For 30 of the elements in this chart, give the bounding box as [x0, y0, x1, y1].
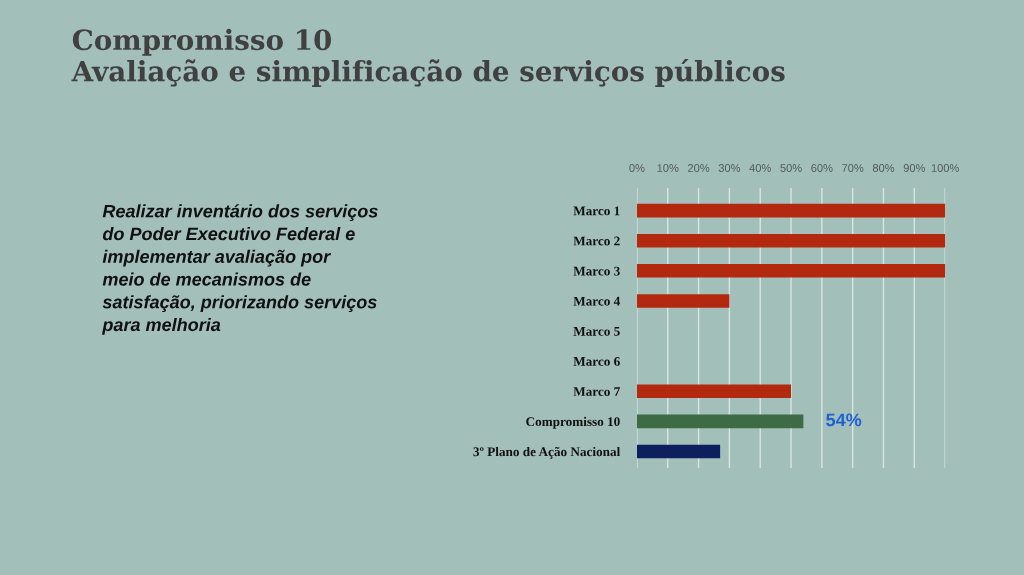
- bar: [636, 444, 721, 459]
- x-tick-label: 20%: [688, 164, 710, 172]
- x-tick-label: 50%: [780, 164, 802, 172]
- x-tick-label: 70%: [842, 164, 864, 172]
- bar: [636, 233, 946, 248]
- chart-title: Compromisso 10 Avaliação e simplificação de serviços públicos: [71, 28, 785, 87]
- bar: [636, 264, 946, 278]
- data-label: 54%: [826, 413, 862, 427]
- x-tick-label: 40%: [749, 164, 771, 172]
- bar: [636, 203, 946, 218]
- y-tick-label: Compromisso 10: [526, 416, 620, 429]
- bar: [636, 414, 804, 429]
- y-tick-label: Marco 7: [573, 387, 620, 396]
- y-tick-label: Marco 3: [573, 266, 620, 276]
- y-tick-label: Marco 1: [573, 206, 620, 216]
- bar: [636, 384, 792, 399]
- x-tick-label: 90%: [903, 164, 926, 172]
- text: Realizar inventário dos serviços do Poder Executivo Federal e implementar avaliação por meio de mecanismos de satisfação, priorizando serviços para melhoria: [102, 204, 378, 335]
- y-tick-label: Marco 4: [573, 296, 621, 306]
- bar: [636, 294, 730, 308]
- y-tick-label: Marco 6: [573, 357, 620, 366]
- x-tick-label: 0%: [629, 164, 645, 172]
- y-tick-label: Marco 2: [573, 236, 620, 246]
- x-tick-label: 80%: [872, 164, 895, 172]
- y-tick-label: Marco 5: [573, 326, 620, 336]
- x-tick-label: 100%: [931, 164, 959, 172]
- x-tick-label: 10%: [657, 164, 679, 172]
- y-tick-label: 3º Plano de Ação Nacional: [473, 446, 621, 459]
- x-tick-label: 60%: [811, 164, 833, 172]
- x-tick-label: 30%: [718, 164, 741, 172]
